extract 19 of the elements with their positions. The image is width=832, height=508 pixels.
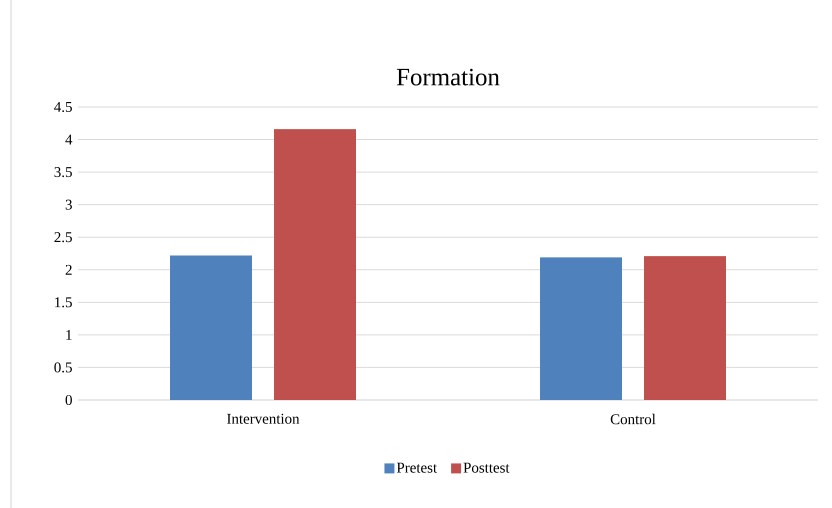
y-tick-label: 3 — [66, 200, 72, 210]
bar — [274, 129, 356, 400]
y-tick-label: 0.5 — [54, 362, 72, 373]
y-tick-label: 1 — [66, 330, 72, 340]
legend-label: Pretest — [396, 462, 438, 473]
x-tick-label: Intervention — [227, 414, 300, 424]
x-tick-label: Control — [610, 414, 656, 424]
y-tick-label: 2 — [66, 264, 72, 275]
y-tick-label: 3.5 — [54, 167, 72, 178]
bar — [644, 256, 726, 400]
legend-label: Posttest — [464, 462, 510, 473]
y-tick-label: 2.5 — [54, 232, 72, 242]
chart-title: Formation — [396, 68, 500, 86]
y-tick-label: 4.5 — [54, 102, 72, 112]
y-tick-label: 1.5 — [55, 297, 72, 308]
y-tick-label: 0 — [66, 394, 72, 406]
bar — [540, 257, 622, 400]
bar — [170, 255, 252, 400]
y-tick-label: 4 — [65, 134, 72, 144]
